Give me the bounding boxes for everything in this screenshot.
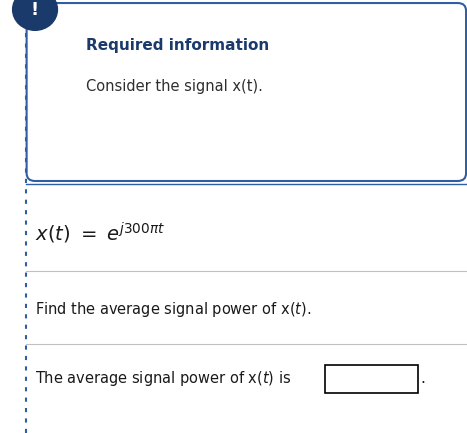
Text: Required information: Required information bbox=[86, 38, 269, 53]
FancyBboxPatch shape bbox=[325, 365, 418, 393]
Text: $x(t) \ = \ e^{j300\pi t}$: $x(t) \ = \ e^{j300\pi t}$ bbox=[35, 221, 165, 246]
Text: !: ! bbox=[31, 0, 39, 19]
FancyBboxPatch shape bbox=[27, 3, 466, 181]
Text: .: . bbox=[420, 372, 425, 386]
Text: Find the average signal power of x($t$).: Find the average signal power of x($t$). bbox=[35, 300, 311, 319]
Circle shape bbox=[13, 0, 57, 30]
Text: Consider the signal x(t).: Consider the signal x(t). bbox=[86, 79, 263, 94]
Text: The average signal power of x($t$) is: The average signal power of x($t$) is bbox=[35, 369, 291, 388]
